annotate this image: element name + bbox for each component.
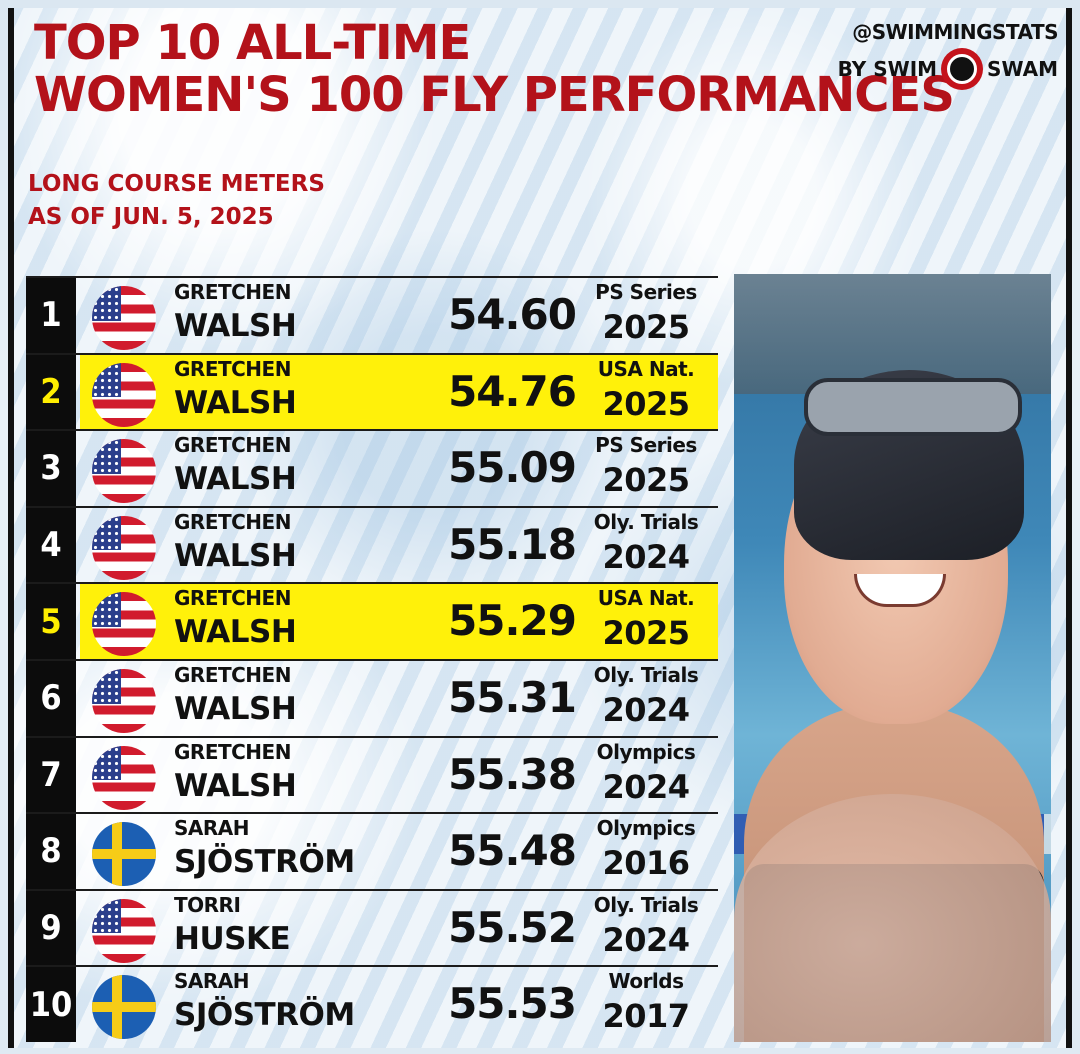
last-name: WALSH	[174, 461, 297, 498]
sweden-flag-icon	[92, 975, 156, 1040]
meet-name: Oly. Trials	[593, 892, 699, 917]
last-name: WALSH	[174, 690, 297, 727]
first-name: GRETCHEN	[174, 509, 291, 534]
rank-number: 1	[26, 278, 76, 353]
first-name: SARAH	[174, 969, 250, 994]
subtitle: LONG COURSE METERS AS OF JUN. 5, 2025	[28, 168, 325, 235]
swim-time: 55.18	[448, 519, 577, 569]
meet-year: 2024	[602, 920, 690, 959]
swim-time: 55.31	[448, 672, 577, 722]
swim-time: 54.60	[448, 290, 577, 339]
last-name: WALSH	[174, 537, 297, 574]
page-title: TOP 10 ALL-TIME WOMEN'S 100 FLY PERFORMA…	[34, 15, 955, 123]
rank-number: 7	[26, 737, 76, 813]
rank-number: 2	[26, 354, 76, 430]
rank-number: 9	[26, 890, 76, 966]
table-row: 7 GRETCHEN WALSH 55.38 Olympics 2024	[26, 735, 718, 813]
last-name: WALSH	[174, 767, 297, 804]
swim-time: 54.76	[448, 366, 577, 416]
usa-flag-icon	[92, 439, 156, 504]
row-band	[80, 584, 718, 659]
brand-handle: @SWIMMINGSTATS	[852, 20, 1058, 44]
meet-year: 2025	[602, 308, 690, 346]
table-row: 8 SARAH SJÖSTRÖM 55.48 Olympics 2016	[26, 812, 718, 889]
first-name: GRETCHEN	[174, 433, 291, 458]
last-name: SJÖSTRÖM	[174, 844, 355, 881]
swim-time: 55.09	[448, 443, 577, 493]
table-row: 4 GRETCHEN WALSH 55.18 Oly. Trials 2024	[26, 505, 718, 583]
usa-flag-icon	[92, 362, 156, 427]
meet-year: 2025	[602, 384, 690, 423]
first-name: GRETCHEN	[174, 280, 291, 304]
swim-time: 55.52	[448, 902, 577, 952]
swimmer-photo	[734, 274, 1051, 1042]
usa-flag-icon	[92, 745, 156, 810]
meet-name: USA Nat.	[597, 356, 695, 381]
table-row: 5 GRETCHEN WALSH 55.29 USA Nat. 2025	[26, 582, 718, 659]
table-row: 6 GRETCHEN WALSH 55.31 Oly. Trials 2024	[26, 658, 718, 736]
meet-name: USA Nat.	[597, 586, 695, 611]
brand-swam: SWAM	[987, 57, 1058, 81]
last-name: SJÖSTRÖM	[174, 997, 355, 1034]
swim-time: 55.48	[448, 826, 577, 876]
subtitle-course: LONG COURSE METERS	[28, 171, 325, 197]
meet-year: 2016	[602, 844, 690, 883]
meet-year: 2025	[602, 461, 690, 500]
first-name: TORRI	[174, 892, 241, 917]
meet-year: 2024	[602, 767, 690, 806]
rankings-table: 1 GRETCHEN WALSH 54.60 PS Series 2025 2 GRETCHE…	[26, 276, 718, 1042]
rank-number: 3	[26, 431, 76, 506]
meet-name: Olympics	[596, 739, 696, 764]
right-border	[1066, 8, 1072, 1048]
first-name: GRETCHEN	[174, 662, 291, 687]
usa-flag-icon	[92, 668, 156, 733]
brand-by-swim: BY SWIM	[837, 57, 938, 81]
last-name: WALSH	[174, 384, 297, 421]
swimswam-logo-icon	[941, 48, 984, 90]
rank-number: 6	[26, 660, 76, 736]
usa-flag-icon	[92, 515, 156, 580]
meet-year: 2024	[602, 537, 690, 576]
meet-name: Worlds	[608, 969, 684, 994]
first-name: GRETCHEN	[174, 356, 291, 381]
first-name: GRETCHEN	[174, 739, 291, 764]
rank-number: 10	[26, 967, 76, 1042]
brand-block: @SWIMMINGSTATS BY SWIM SWAM	[838, 20, 1059, 90]
table-row: 2 GRETCHEN WALSH 54.76 USA Nat. 2025	[26, 352, 718, 430]
table-row: 10 SARAH SJÖSTRÖM 55.53 Worlds 2017	[26, 965, 718, 1042]
table-row: 1 GRETCHEN WALSH 54.60 PS Series 2025	[26, 276, 718, 353]
swim-time: 55.29	[448, 596, 577, 646]
last-name: HUSKE	[174, 920, 291, 957]
left-border	[8, 8, 14, 1048]
subtitle-date: AS OF JUN. 5, 2025	[28, 204, 274, 231]
meet-year: 2025	[602, 614, 690, 653]
table-row: 9 TORRI HUSKE 55.52 Oly. Trials 2024	[26, 888, 718, 966]
meet-name: Olympics	[596, 816, 696, 841]
swim-time: 55.38	[448, 749, 577, 799]
row-band	[80, 354, 718, 430]
rank-number: 4	[26, 507, 76, 583]
meet-name: PS Series	[595, 280, 697, 304]
title-line-1: TOP 10 ALL-TIME	[34, 15, 471, 71]
first-name: SARAH	[174, 816, 250, 841]
usa-flag-icon	[92, 898, 156, 963]
last-name: WALSH	[174, 308, 297, 344]
sweden-flag-icon	[92, 822, 156, 887]
meet-name: PS Series	[595, 433, 697, 458]
table-row: 3 GRETCHEN WALSH 55.09 PS Series 2025	[26, 429, 718, 506]
swim-time: 55.53	[448, 979, 577, 1029]
usa-flag-icon	[92, 592, 156, 657]
first-name: GRETCHEN	[174, 586, 291, 611]
meet-name: Oly. Trials	[593, 662, 699, 687]
brand-byline: BY SWIM SWAM	[838, 48, 1058, 90]
rank-number: 5	[26, 584, 76, 659]
last-name: WALSH	[174, 614, 297, 651]
usa-flag-icon	[92, 286, 156, 350]
title-line-2: WOMEN'S 100 FLY PERFORMANCES	[34, 66, 955, 123]
meet-name: Oly. Trials	[593, 509, 699, 534]
meet-year: 2024	[602, 690, 690, 729]
rank-number: 8	[26, 814, 76, 889]
meet-year: 2017	[602, 997, 690, 1036]
